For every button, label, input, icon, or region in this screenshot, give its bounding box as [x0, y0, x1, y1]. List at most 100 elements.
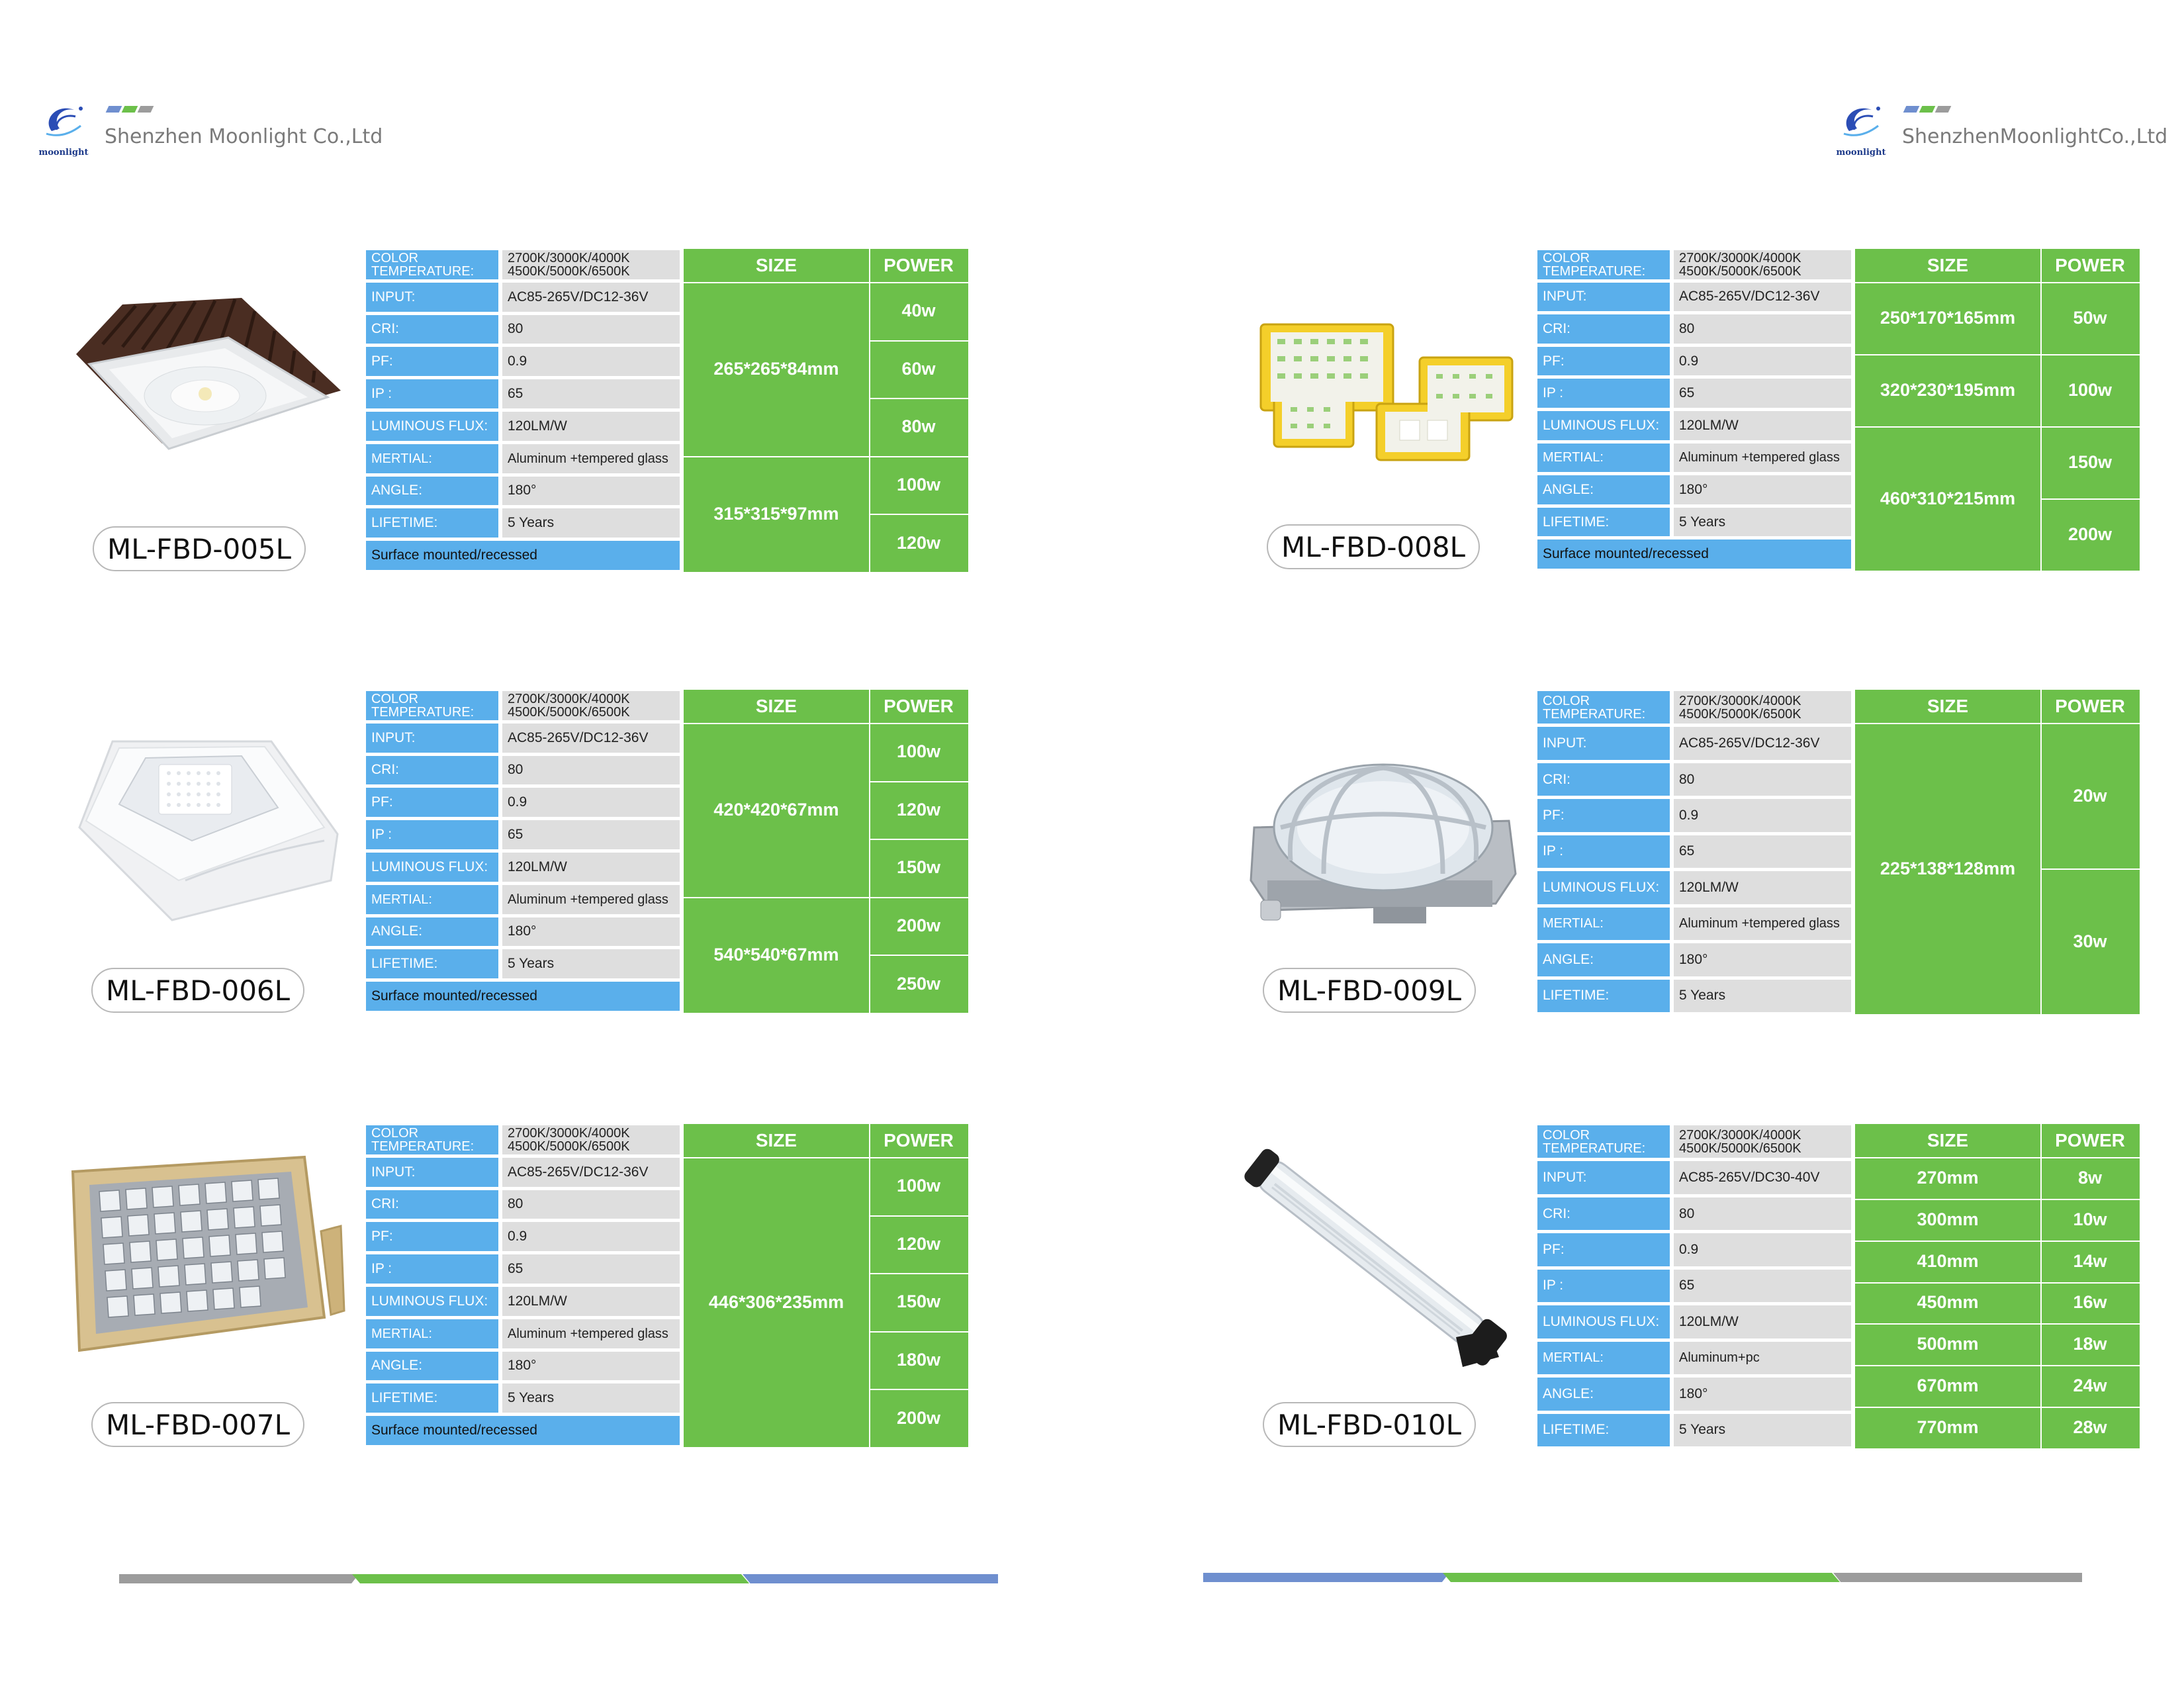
spec-label: COLOR TEMPERATURE: — [366, 691, 498, 720]
spec-value: 2700K/3000K/4000K 4500K/5000K/6500K — [502, 250, 680, 279]
spec-row: INPUT: AC85-265V/DC12-36V — [1537, 282, 1851, 312]
power-value: 24w — [2073, 1376, 2107, 1396]
spec-row: PF: 0.9 — [1537, 346, 1851, 376]
footer-color-bar-left — [119, 1574, 998, 1583]
spec-row: LIFETIME: 5 Years — [366, 1383, 680, 1413]
spec-row: INPUT: AC85-265V/DC12-36V — [366, 282, 680, 312]
spec-value: 120LM/W — [1674, 411, 1851, 440]
footer-color-bar-right — [1203, 1573, 2082, 1582]
grid-divider — [1855, 723, 2140, 724]
spec-value: AC85-265V/DC30-40V — [1674, 1161, 1851, 1194]
grid-divider — [2040, 1282, 2140, 1284]
power-value: 30w — [2073, 931, 2107, 951]
grid-divider — [2040, 426, 2140, 428]
spec-row: ANGLE: 180° — [366, 476, 680, 506]
spec-label: MERTIAL: — [366, 1319, 498, 1348]
spec-value: 65 — [1674, 379, 1851, 408]
spec-value: Aluminum+pc — [1674, 1341, 1851, 1375]
power-header: POWER — [884, 696, 954, 716]
grid-divider — [1855, 1407, 2040, 1409]
grid-divider — [1855, 1157, 2140, 1158]
spec-value: Aluminum +tempered glass — [502, 884, 680, 914]
spec-label: LUMINOUS FLUX: — [366, 853, 498, 882]
grid-divider — [684, 282, 968, 283]
grid-divider — [1855, 282, 2140, 283]
spec-label: ANGLE: — [366, 476, 498, 506]
size-value: 770mm — [1917, 1417, 1979, 1438]
tube-light-photo — [1238, 1139, 1516, 1380]
spec-label: LUMINOUS FLUX: — [1537, 871, 1670, 904]
brand-color-bars — [105, 106, 154, 113]
grid-divider — [2040, 690, 2042, 1014]
power-header: POWER — [2055, 1130, 2125, 1150]
spec-value: 5 Years — [1674, 507, 1851, 537]
size-power-grid: SIZE POWER 20w 30w 225*138*128mm — [1855, 690, 2140, 1014]
spec-label: PF: — [1537, 1233, 1670, 1266]
spec-row: LIFETIME: 5 Years — [366, 949, 680, 979]
grid-divider — [1855, 1365, 2040, 1367]
grid-divider — [2040, 1323, 2140, 1325]
right-header: moonlight ShenzhenMoonlightCo.,Ltd — [1835, 99, 2179, 159]
spec-value: 2700K/3000K/4000K 4500K/5000K/6500K — [502, 691, 680, 720]
spec-label: INPUT: — [366, 723, 498, 753]
grid-divider — [684, 455, 869, 457]
size-value: 225*138*128mm — [1880, 858, 2016, 878]
grid-divider — [1855, 1240, 2040, 1242]
spec-row: COLOR TEMPERATURE: 2700K/3000K/4000K 4500… — [366, 691, 680, 720]
white-canopy-light-photo — [66, 728, 344, 930]
spec-row: MERTIAL: Aluminum +tempered glass — [366, 1319, 680, 1348]
spec-value: AC85-265V/DC12-36V — [502, 282, 680, 312]
spec-value: 120LM/W — [502, 1287, 680, 1316]
spec-row: MERTIAL: Aluminum +tempered glass — [366, 444, 680, 473]
power-header: POWER — [2055, 696, 2125, 716]
spec-row: LUMINOUS FLUX: 120LM/W — [1537, 1305, 1851, 1338]
spec-value: AC85-265V/DC12-36V — [1674, 282, 1851, 312]
spec-value: 180° — [1674, 943, 1851, 976]
power-value: 120w — [896, 532, 941, 553]
brand-color-bars — [1903, 106, 1952, 113]
spec-list: COLOR TEMPERATURE: 2700K/3000K/4000K 4500… — [1537, 690, 1851, 1014]
spec-value: 80 — [1674, 763, 1851, 796]
grid-divider — [1855, 1323, 2040, 1325]
spec-label: PF: — [366, 1222, 498, 1252]
grid-divider — [869, 1273, 968, 1275]
spec-value: 180° — [502, 476, 680, 506]
spec-row: LUMINOUS FLUX: 120LM/W — [366, 1287, 680, 1316]
power-value: 50w — [2073, 308, 2107, 328]
mounting-note: Surface mounted/recessed — [366, 1416, 680, 1445]
spec-row: COLOR TEMPERATURE: 2700K/3000K/4000K 4500… — [1537, 691, 1851, 724]
grid-divider — [869, 249, 870, 572]
spec-label: IP : — [366, 1254, 498, 1284]
spec-label: MERTIAL: — [1537, 907, 1670, 941]
bulkhead-light-photo — [1244, 748, 1522, 943]
spec-value: 180° — [1674, 1378, 1851, 1411]
grid-divider — [2040, 1124, 2042, 1448]
spec-label: LUMINOUS FLUX: — [366, 1287, 498, 1316]
power-value: 20w — [2073, 785, 2107, 806]
size-header: SIZE — [1927, 255, 1969, 275]
power-value: 200w — [896, 915, 941, 936]
spec-value: 180° — [502, 1351, 680, 1381]
spec-label: CRI: — [1537, 314, 1670, 344]
moonlight-logo-icon: moonlight — [1835, 99, 1888, 159]
spec-value: 180° — [502, 917, 680, 947]
spec-value: 120LM/W — [1674, 871, 1851, 904]
size-value: 450mm — [1917, 1292, 1979, 1313]
grid-divider — [2040, 354, 2140, 355]
spec-row: MERTIAL: Aluminum +tempered glass — [366, 884, 680, 914]
grid-divider — [869, 780, 968, 782]
spec-value: 80 — [1674, 314, 1851, 344]
spec-row: INPUT: AC85-265V/DC12-36V — [366, 723, 680, 753]
spec-label: LIFETIME: — [366, 1383, 498, 1413]
size-value: 540*540*67mm — [713, 944, 839, 964]
power-value: 40w — [901, 301, 936, 321]
spec-value: 65 — [1674, 1269, 1851, 1303]
spec-value: AC85-265V/DC12-36V — [502, 723, 680, 753]
spec-label: LIFETIME: — [366, 949, 498, 979]
spec-value: 0.9 — [502, 1222, 680, 1252]
spec-row: IP :65 — [1537, 1269, 1851, 1303]
spec-value: 0.9 — [1674, 1233, 1851, 1266]
spec-label: CRI: — [366, 1190, 498, 1219]
spec-label: CRI: — [366, 755, 498, 785]
power-value: 100w — [896, 475, 941, 495]
